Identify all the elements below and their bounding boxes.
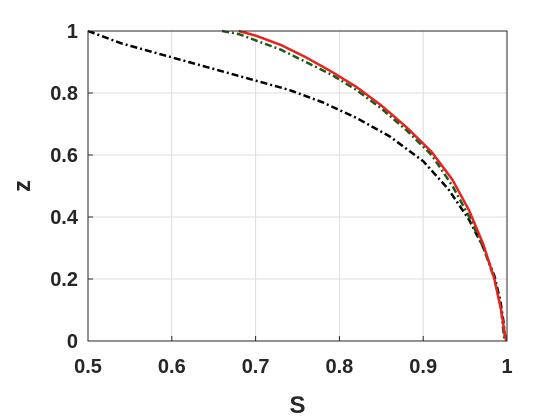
- y-tick-label: 0.4: [50, 207, 79, 229]
- y-tick-label: 0.2: [50, 269, 78, 291]
- y-tick-label: 1: [67, 21, 78, 43]
- x-tick-label: 0.6: [158, 356, 186, 378]
- y-tick-label: 0: [67, 331, 78, 353]
- y-axis-label: z: [9, 180, 36, 192]
- axes-box: [87, 30, 508, 342]
- x-tick-label: 0.8: [325, 356, 353, 378]
- x-tick-label: 0.7: [242, 356, 270, 378]
- series-line-2: [221, 29, 506, 342]
- series-line-3: [238, 29, 508, 342]
- x-tick-label: 0.5: [74, 356, 102, 378]
- x-axis-label: S: [289, 392, 305, 419]
- y-tick-label: 0.6: [50, 145, 78, 167]
- tick-labels: 0.5 0.6 0.7 0.8 0.9 1 0 0.2 0.4 0.6 0.8 1: [50, 21, 512, 378]
- x-tick-label: 0.9: [409, 356, 437, 378]
- series-line-1: [87, 29, 507, 342]
- x-tick-label: 1: [501, 356, 512, 378]
- y-tick-label: 0.8: [50, 83, 78, 105]
- series-layer: [87, 29, 508, 342]
